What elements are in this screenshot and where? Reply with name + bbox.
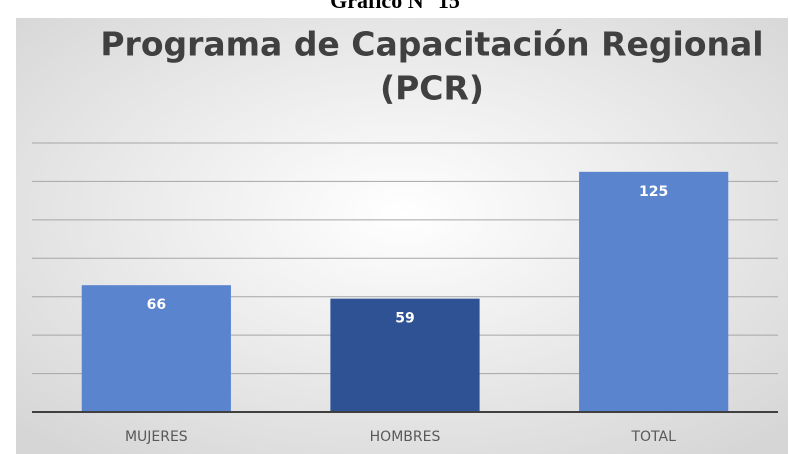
x-tick-label: HOMBRES [370, 429, 441, 445]
chart-title: (PCR) [380, 69, 484, 108]
x-tick-label: MUJERES [125, 429, 188, 445]
data-label: 125 [639, 184, 668, 200]
bar [330, 298, 480, 412]
data-label: 66 [147, 297, 166, 313]
data-label: 59 [395, 311, 414, 327]
bar [81, 285, 231, 412]
x-tick-label: TOTAL [630, 429, 676, 445]
bar [579, 171, 729, 412]
page-header: Gráfico N° 15 [330, 0, 460, 13]
chart-title: Programa de Capacitación Regional [100, 25, 763, 64]
